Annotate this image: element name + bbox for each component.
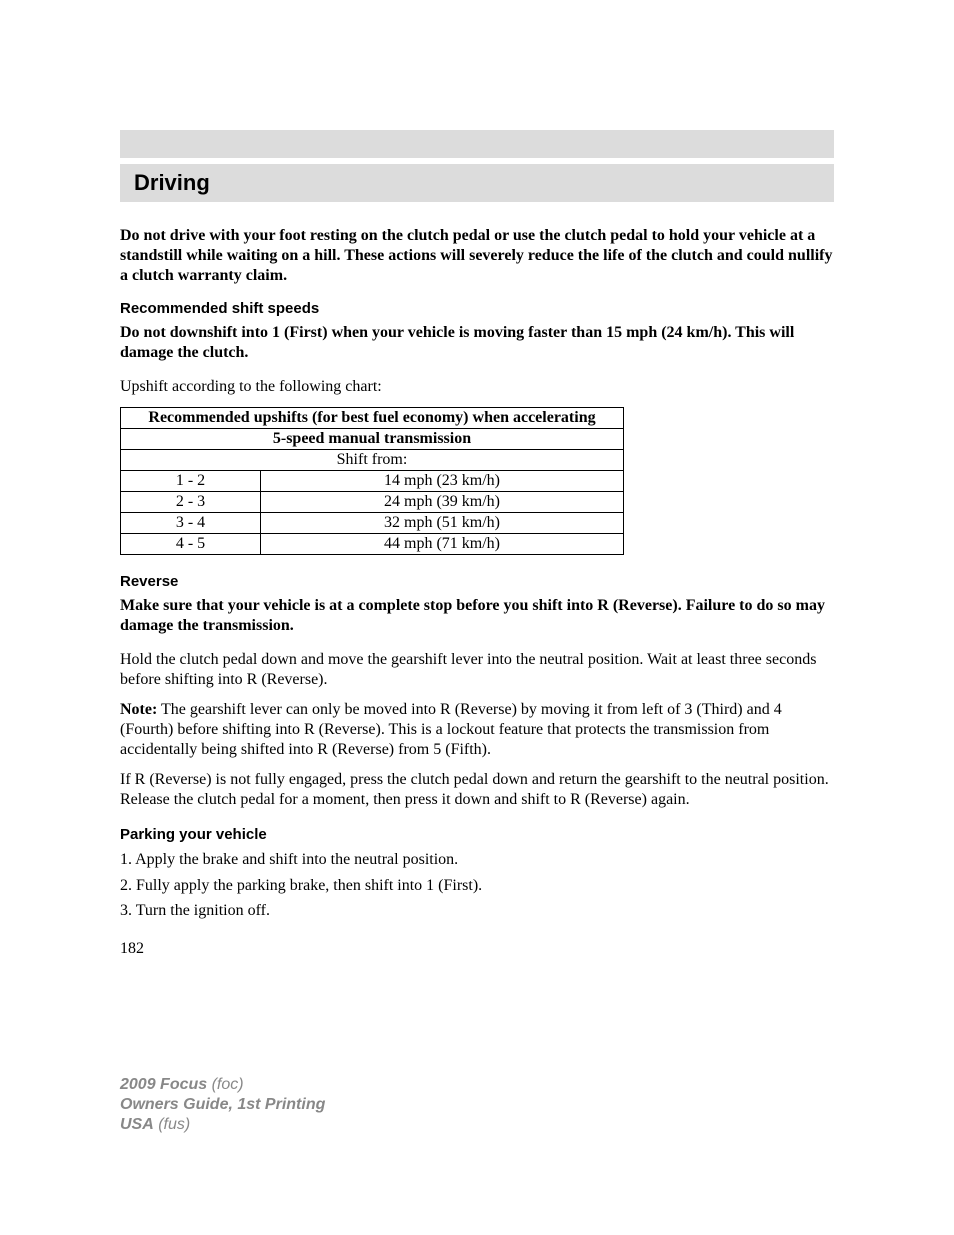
subheading-reverse: Reverse	[120, 573, 834, 590]
table-cell-gear: 1 - 2	[121, 471, 261, 492]
parking-step: 2. Fully apply the parking brake, then s…	[120, 875, 834, 897]
clutch-warning-para: Do not drive with your foot resting on t…	[120, 226, 834, 286]
table-row: 4 - 5 44 mph (71 km/h)	[121, 534, 624, 555]
table-shift-from: Shift from:	[121, 450, 624, 471]
table-cell-speed: 44 mph (71 km/h)	[261, 534, 624, 555]
parking-step: 1. Apply the brake and shift into the ne…	[120, 849, 834, 871]
footer-line1: 2009 Focus (foc)	[120, 1075, 325, 1095]
note-text: The gearshift lever can only be moved in…	[120, 701, 782, 758]
table-cell-gear: 3 - 4	[121, 513, 261, 534]
parking-step: 3. Turn the ignition off.	[120, 900, 834, 922]
note-label: Note:	[120, 701, 157, 718]
upshift-table: Recommended upshifts (for best fuel econ…	[120, 407, 624, 555]
footer: 2009 Focus (foc) Owners Guide, 1st Print…	[120, 1075, 325, 1135]
reverse-warning-para: Make sure that your vehicle is at a comp…	[120, 596, 834, 636]
table-row: 3 - 4 32 mph (51 km/h)	[121, 513, 624, 534]
footer-model-code: (foc)	[207, 1076, 243, 1093]
table-row: 2 - 3 24 mph (39 km/h)	[121, 492, 624, 513]
table-cell-speed: 32 mph (51 km/h)	[261, 513, 624, 534]
table-cell-speed: 14 mph (23 km/h)	[261, 471, 624, 492]
table-cell-speed: 24 mph (39 km/h)	[261, 492, 624, 513]
footer-region: USA	[120, 1116, 154, 1133]
footer-model: 2009 Focus	[120, 1076, 207, 1093]
footer-line2: Owners Guide, 1st Printing	[120, 1095, 325, 1115]
table-subtitle: 5-speed manual transmission	[121, 429, 624, 450]
table-title: Recommended upshifts (for best fuel econ…	[121, 408, 624, 429]
footer-region-code: (fus)	[154, 1116, 190, 1133]
reverse-note-para: Note: The gearshift lever can only be mo…	[120, 700, 834, 760]
reverse-para3: If R (Reverse) is not fully engaged, pre…	[120, 770, 834, 810]
footer-line3: USA (fus)	[120, 1115, 325, 1135]
section-title-bar: Driving	[120, 164, 834, 202]
table-cell-gear: 2 - 3	[121, 492, 261, 513]
subheading-parking: Parking your vehicle	[120, 826, 834, 843]
reverse-para1: Hold the clutch pedal down and move the …	[120, 650, 834, 690]
downshift-warning-para: Do not downshift into 1 (First) when you…	[120, 323, 834, 363]
table-cell-gear: 4 - 5	[121, 534, 261, 555]
section-title: Driving	[134, 170, 210, 195]
subheading-shift-speeds: Recommended shift speeds	[120, 300, 834, 317]
page-number: 182	[120, 940, 834, 958]
header-gray-bar	[120, 130, 834, 158]
table-row: 1 - 2 14 mph (23 km/h)	[121, 471, 624, 492]
footer-guide: Owners Guide, 1st Printing	[120, 1096, 325, 1113]
upshift-intro-para: Upshift according to the following chart…	[120, 377, 834, 397]
